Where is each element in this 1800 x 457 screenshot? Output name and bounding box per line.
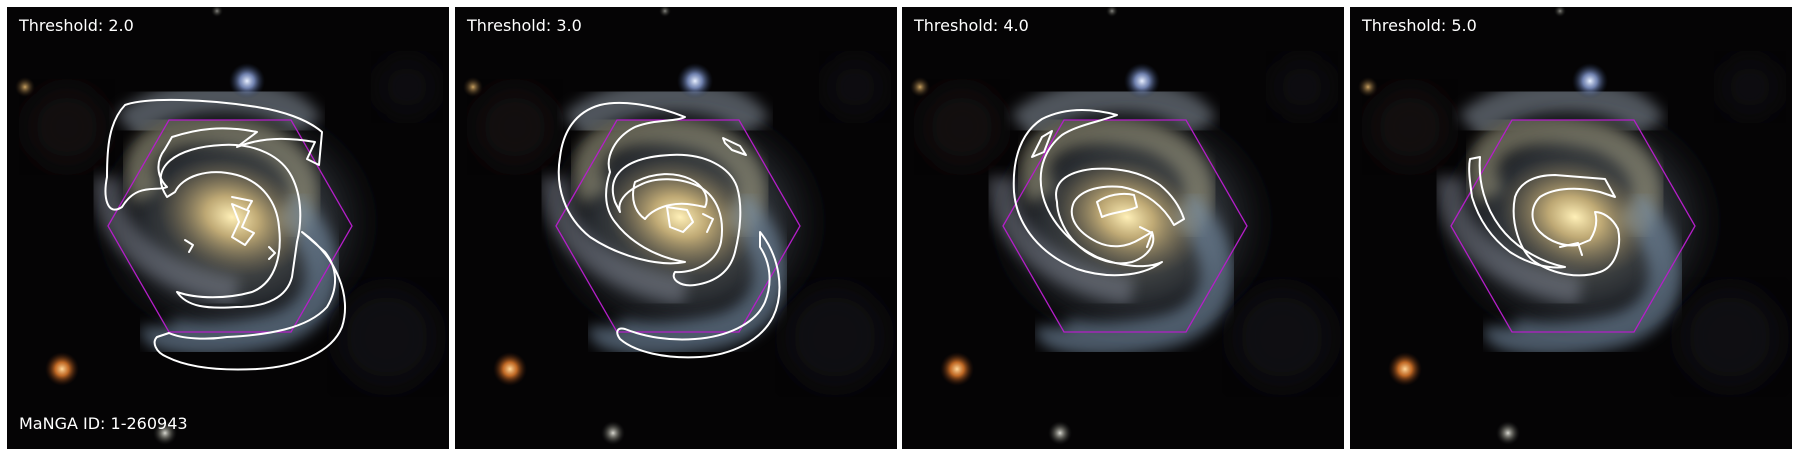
galaxy-image: [7, 7, 449, 449]
contour-lines: [1468, 156, 1620, 277]
threshold-label: Threshold: 4.0: [914, 16, 1029, 35]
contour-lines: [104, 98, 347, 371]
galaxy-image: [902, 7, 1344, 449]
galaxy-image: [455, 7, 897, 449]
panel-threshold-2: Threshold: 2.0 MaNGA ID: 1-260943: [7, 7, 449, 449]
galaxy-image: [1350, 7, 1792, 449]
panel-threshold-5: Threshold: 5.0: [1350, 7, 1792, 449]
contour-lines: [557, 101, 781, 359]
threshold-label: Threshold: 2.0: [19, 16, 134, 35]
hexagon-outline: [107, 119, 353, 333]
threshold-label: Threshold: 5.0: [1362, 16, 1477, 35]
panel-threshold-3: Threshold: 3.0: [455, 7, 897, 449]
hexagon-outline: [1450, 119, 1696, 333]
hexagon-outline: [1002, 119, 1248, 333]
panel-threshold-4: Threshold: 4.0: [902, 7, 1344, 449]
contour-lines: [1012, 109, 1185, 277]
manga-id-label: MaNGA ID: 1-260943: [19, 414, 188, 433]
threshold-label: Threshold: 3.0: [467, 16, 582, 35]
